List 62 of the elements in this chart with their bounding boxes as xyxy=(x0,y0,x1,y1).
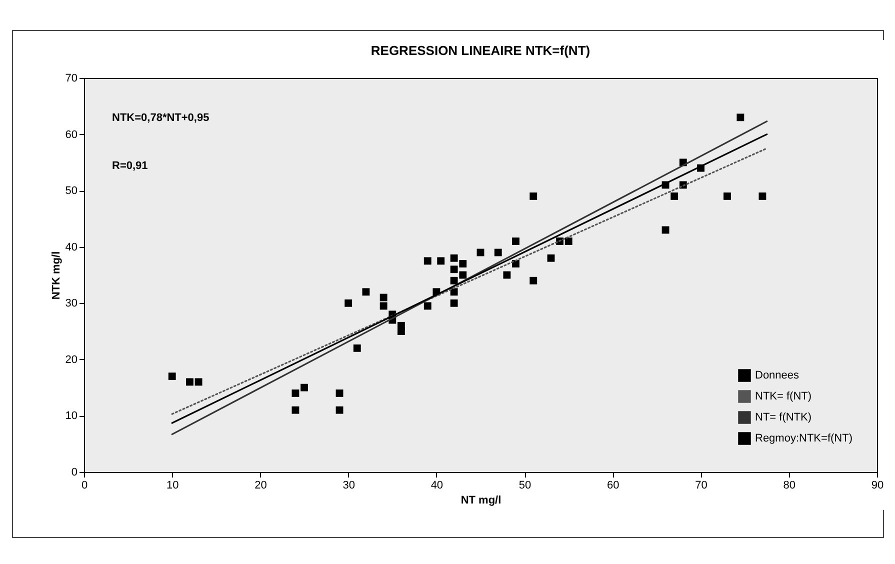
point xyxy=(380,302,388,310)
point xyxy=(450,254,458,262)
annotation: NTK=0,78*NT+0,95 xyxy=(112,112,210,124)
point xyxy=(336,406,344,414)
point xyxy=(758,192,766,200)
point xyxy=(344,299,352,307)
point xyxy=(530,276,538,284)
point xyxy=(670,192,678,200)
point xyxy=(353,344,361,352)
point xyxy=(362,288,370,296)
x-tick-label: 20 xyxy=(254,480,267,492)
legend-label: NTK= f(NT) xyxy=(755,390,812,402)
point xyxy=(397,328,405,335)
chart-title: REGRESSION LINEAIRE NTK=f(NT) xyxy=(370,43,590,58)
point xyxy=(564,238,572,245)
point xyxy=(503,271,511,279)
point xyxy=(512,238,520,245)
point xyxy=(300,384,308,392)
point xyxy=(459,271,467,279)
x-tick-label: 50 xyxy=(518,480,532,492)
x-tick-label: 80 xyxy=(783,480,796,492)
point xyxy=(450,276,458,284)
point xyxy=(450,299,458,307)
y-axis-title: NTK mg/l xyxy=(50,251,62,300)
legend-label: Regmoy:NTK=f(NT) xyxy=(755,432,852,444)
x-tick-label: 10 xyxy=(166,480,179,492)
y-tick-label: 60 xyxy=(65,128,78,141)
x-tick-label: 40 xyxy=(430,480,444,492)
point xyxy=(494,248,502,256)
point xyxy=(724,192,731,200)
y-tick-label: 70 xyxy=(65,72,78,84)
x-tick-label: 30 xyxy=(342,480,355,492)
y-tick-label: 0 xyxy=(71,466,78,478)
legend-label: Donnees xyxy=(755,370,800,382)
point xyxy=(292,389,300,397)
x-axis-title: NT mg/l xyxy=(460,494,502,506)
point xyxy=(437,257,445,265)
x-tick-label: 60 xyxy=(607,480,620,492)
point xyxy=(168,372,176,380)
point xyxy=(380,294,388,302)
point xyxy=(194,378,202,386)
point xyxy=(530,192,538,200)
point xyxy=(292,406,300,414)
point xyxy=(186,378,194,386)
y-tick-label: 10 xyxy=(65,410,78,422)
point xyxy=(450,266,458,274)
point xyxy=(336,389,344,397)
x-tick-label: 70 xyxy=(695,480,708,492)
x-tick-label: 0 xyxy=(81,480,88,492)
y-tick-label: 30 xyxy=(65,298,78,310)
point xyxy=(736,114,744,122)
y-tick-label: 50 xyxy=(65,185,78,198)
x-tick-label: 90 xyxy=(871,480,884,492)
point xyxy=(424,302,432,310)
y-tick-label: 40 xyxy=(65,241,78,254)
point xyxy=(459,260,467,268)
point xyxy=(547,254,555,262)
legend-label: NT= f(NTK) xyxy=(755,412,812,424)
y-tick-label: 20 xyxy=(65,354,78,366)
annotation: R=0,91 xyxy=(112,160,148,172)
point xyxy=(424,257,432,265)
point xyxy=(450,288,458,296)
